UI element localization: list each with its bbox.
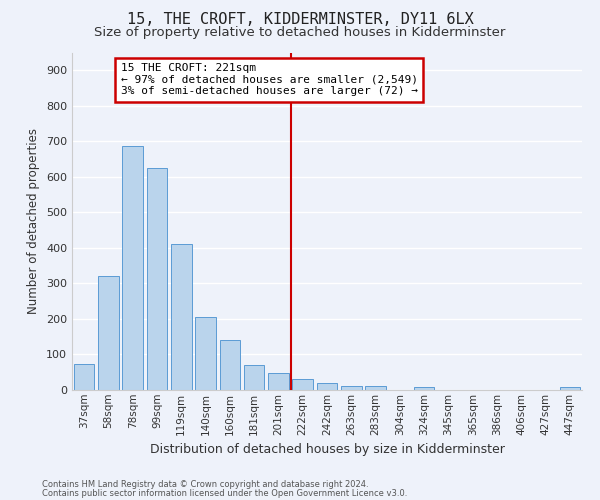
Bar xyxy=(365,386,386,390)
Text: 15, THE CROFT, KIDDERMINSTER, DY11 6LX: 15, THE CROFT, KIDDERMINSTER, DY11 6LX xyxy=(127,12,473,28)
Bar xyxy=(220,340,240,390)
Bar xyxy=(98,276,119,390)
Bar xyxy=(195,317,216,390)
Bar xyxy=(171,244,191,390)
Text: Contains HM Land Registry data © Crown copyright and database right 2024.: Contains HM Land Registry data © Crown c… xyxy=(42,480,368,489)
Bar xyxy=(268,374,289,390)
Bar xyxy=(317,383,337,390)
Bar xyxy=(560,387,580,390)
Text: Contains public sector information licensed under the Open Government Licence v3: Contains public sector information licen… xyxy=(42,488,407,498)
Bar xyxy=(341,386,362,390)
Bar xyxy=(122,146,143,390)
Text: 15 THE CROFT: 221sqm
← 97% of detached houses are smaller (2,549)
3% of semi-det: 15 THE CROFT: 221sqm ← 97% of detached h… xyxy=(121,63,418,96)
Bar xyxy=(292,378,313,390)
Bar xyxy=(244,365,265,390)
Bar xyxy=(414,387,434,390)
Text: Size of property relative to detached houses in Kidderminster: Size of property relative to detached ho… xyxy=(94,26,506,39)
X-axis label: Distribution of detached houses by size in Kidderminster: Distribution of detached houses by size … xyxy=(149,443,505,456)
Bar xyxy=(74,364,94,390)
Bar xyxy=(146,168,167,390)
Y-axis label: Number of detached properties: Number of detached properties xyxy=(28,128,40,314)
